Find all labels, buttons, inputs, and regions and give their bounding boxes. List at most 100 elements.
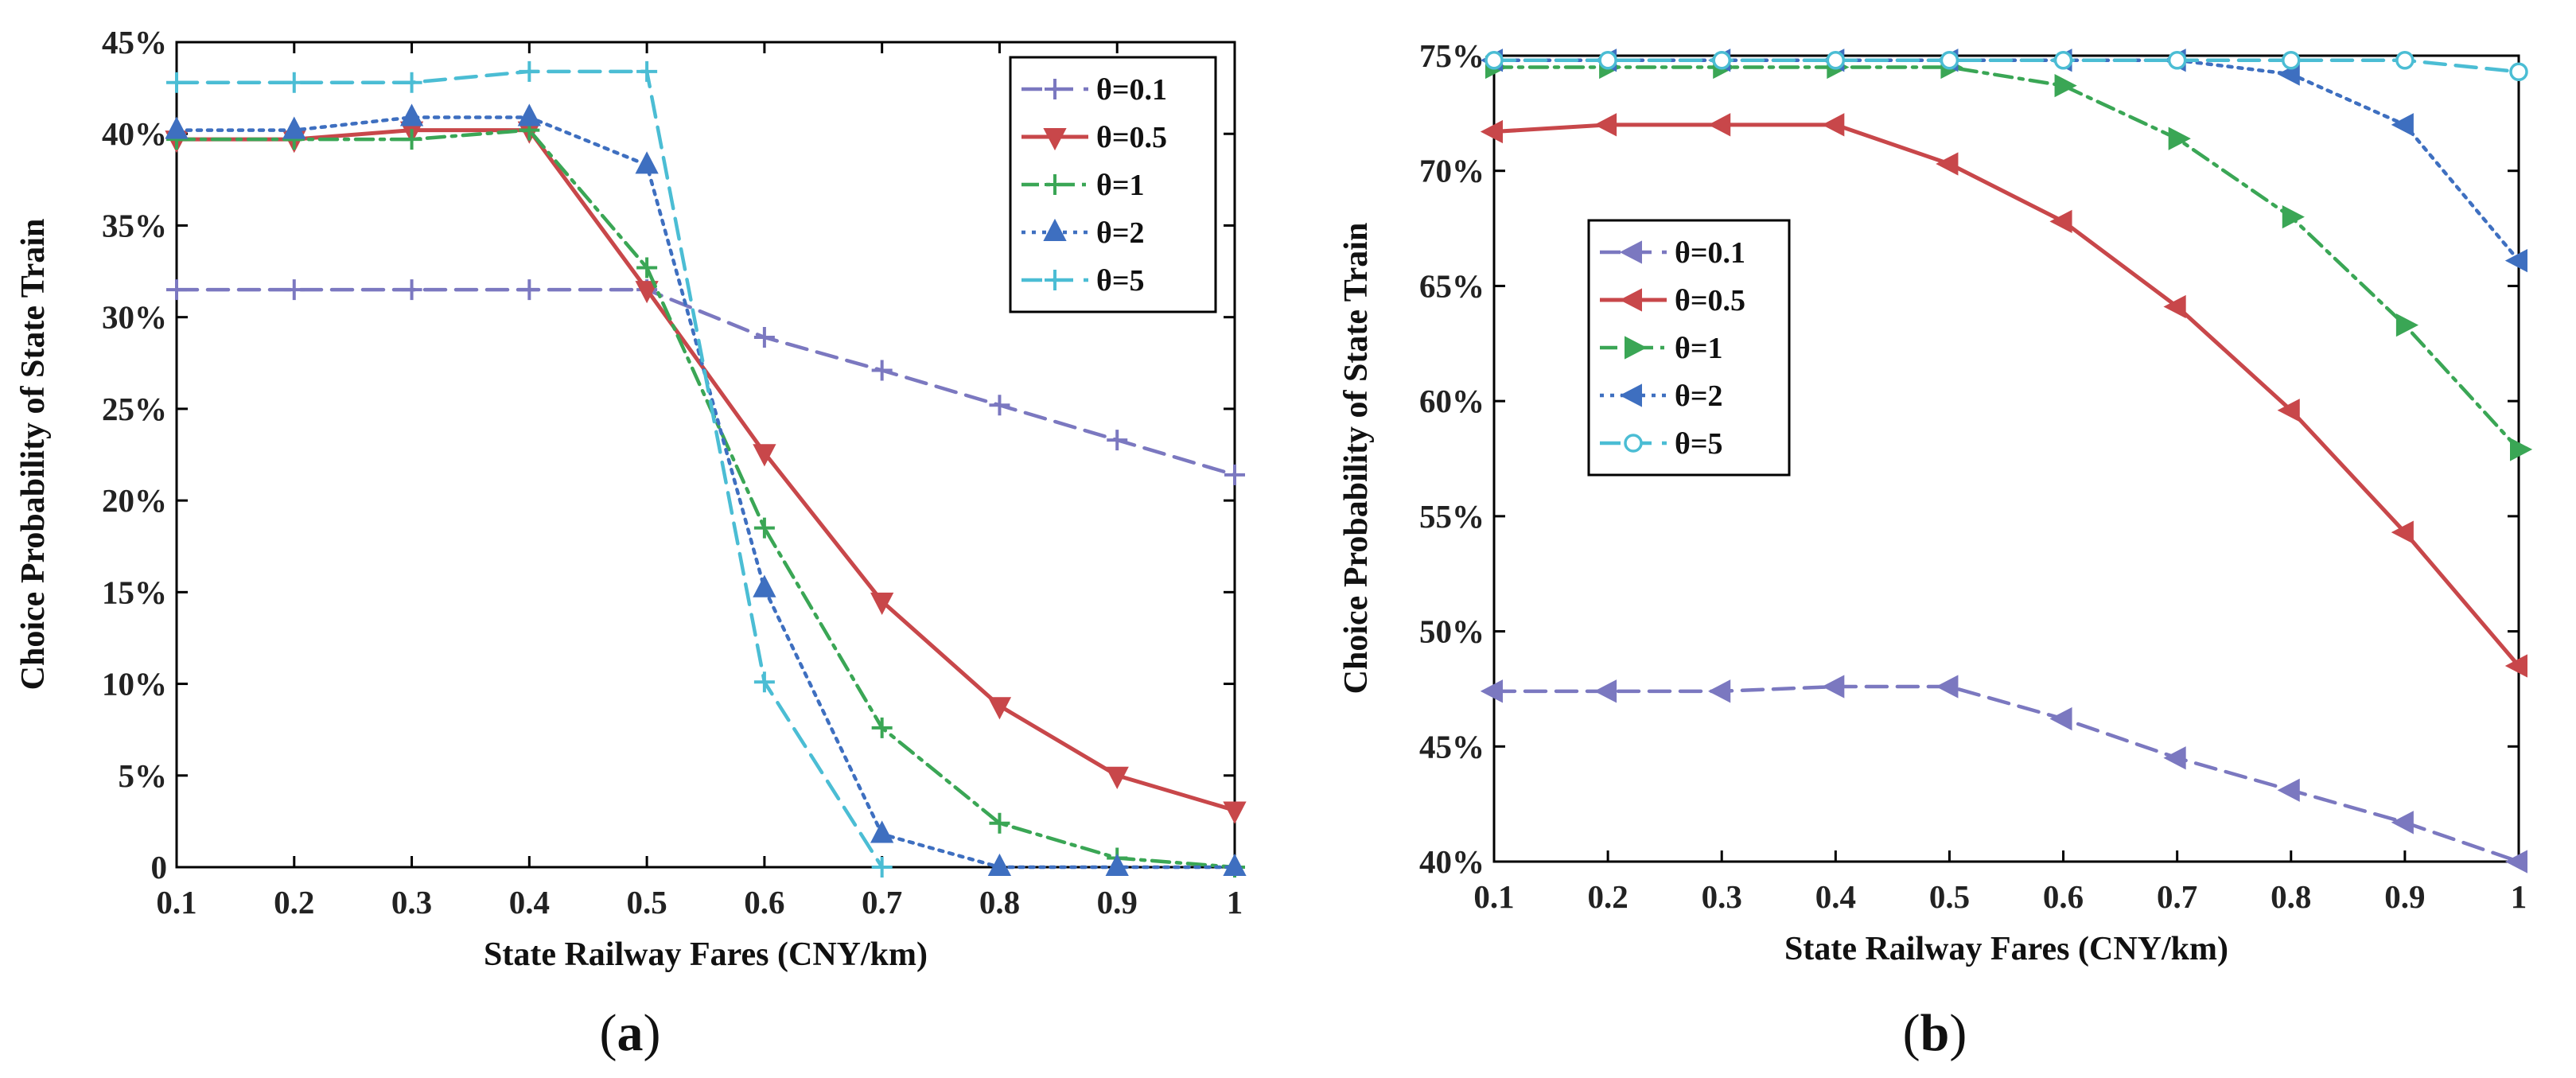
data-point — [2510, 438, 2533, 461]
legend-marker — [1045, 174, 1065, 195]
legend-entry: θ=0.5 — [1096, 121, 1167, 154]
data-point — [2504, 850, 2527, 874]
legend-marker — [1043, 218, 1067, 241]
y-tick-label: 25% — [102, 391, 167, 427]
y-axis-label: Choice Probability of State Train — [15, 219, 52, 691]
legend-entry: θ=5 — [1096, 264, 1145, 298]
x-tick-label: 0.7 — [862, 884, 902, 920]
legend: θ=0.1 θ=0.5 θ=1 θ=2 θ=5 — [1587, 219, 1791, 477]
data-point — [753, 574, 776, 597]
data-point — [2391, 520, 2414, 544]
data-point — [2049, 706, 2072, 731]
series-θ=0.1 — [1480, 675, 2527, 874]
legend-marker — [1619, 383, 1642, 407]
data-point — [1593, 679, 1617, 703]
data-point — [1223, 801, 1247, 824]
data-point — [753, 327, 775, 348]
x-tick-label: 0.6 — [2043, 878, 2084, 915]
data-point — [753, 517, 775, 539]
panel-label-letter: b — [1920, 1004, 1950, 1062]
series-θ=1 — [1485, 55, 2533, 461]
x-tick-label: 0.9 — [1097, 884, 1138, 920]
data-point — [2395, 51, 2415, 70]
data-point — [1480, 679, 1503, 703]
legend-entry: θ=0.5 — [1675, 284, 1745, 317]
data-point — [2049, 209, 2072, 234]
data-point — [1940, 51, 1959, 70]
y-tick-label: 45% — [102, 24, 167, 60]
y-tick-label: 5% — [119, 757, 168, 794]
data-point — [987, 853, 1012, 876]
legend-entry: θ=2 — [1096, 216, 1145, 250]
series-line — [174, 115, 1237, 870]
legend-entry: θ=2 — [1675, 379, 1723, 413]
data-point — [870, 820, 894, 843]
data-point — [1712, 51, 1731, 70]
x-tick-label: 0.7 — [2157, 878, 2197, 915]
y-tick-label: 0 — [151, 849, 168, 885]
y-tick-label: 55% — [1419, 498, 1485, 535]
x-tick-label: 0.4 — [509, 884, 550, 920]
y-tick-label: 20% — [102, 482, 167, 519]
data-point — [753, 671, 775, 693]
data-point — [753, 444, 776, 467]
y-tick-label: 35% — [102, 207, 167, 243]
data-point — [1223, 853, 1247, 876]
x-tick-label: 0.8 — [2271, 878, 2311, 915]
data-point — [519, 279, 540, 301]
data-point — [2167, 51, 2187, 70]
legend: θ=0.1 θ=0.5 θ=1 θ=2 θ=5 — [1009, 56, 1217, 313]
data-point — [989, 812, 1010, 834]
data-point — [166, 72, 187, 93]
data-point — [2053, 51, 2073, 70]
panel-label-close: ) — [1949, 1004, 1967, 1062]
x-tick-label: 0.3 — [391, 884, 432, 920]
x-tick-label: 0.2 — [1587, 878, 1628, 915]
data-point — [2391, 113, 2414, 137]
legend-marker — [1043, 128, 1067, 151]
data-point — [401, 279, 422, 301]
data-point — [1822, 113, 1845, 137]
data-point — [871, 717, 893, 738]
data-point — [1598, 51, 1617, 70]
panel-label-open: ( — [1903, 1004, 1920, 1062]
x-tick-label: 0.5 — [1929, 878, 1970, 915]
legend-entry: θ=0.1 — [1096, 73, 1167, 107]
series-line — [174, 128, 1237, 870]
panel-label-close: ) — [644, 1004, 661, 1062]
data-point — [166, 279, 187, 301]
x-tick-label: 0.6 — [744, 884, 784, 920]
data-point — [1224, 464, 1245, 485]
panel-label-letter: a — [617, 1004, 644, 1062]
data-point — [1708, 113, 1731, 137]
x-tick-label: 0.1 — [1473, 878, 1514, 915]
series-line — [1492, 684, 2521, 864]
data-point — [636, 257, 658, 278]
plot-frame — [1492, 54, 2520, 863]
panel-label: (b) — [1903, 1004, 1967, 1062]
data-point — [2282, 51, 2301, 70]
data-point — [283, 279, 305, 301]
legend-entry: θ=0.1 — [1675, 236, 1745, 270]
data-point — [1107, 430, 1128, 451]
series-line — [1492, 65, 2521, 452]
x-tick-label: 1 — [2511, 878, 2527, 915]
legend-marker — [1045, 79, 1065, 99]
y-tick-label: 40% — [1419, 843, 1485, 880]
data-point — [871, 360, 893, 381]
y-tick-label: 30% — [102, 299, 167, 336]
x-tick-label: 0.8 — [979, 884, 1020, 920]
data-point — [401, 72, 422, 93]
chart-panel-b: 40% 45% 50% 55% 60% 65% 70% 75% 0.1 0.2 0.3 0.4 0.5 0… — [1338, 37, 2533, 1062]
data-point — [1822, 675, 1845, 699]
data-point — [1826, 51, 1846, 70]
x-tick-label: 1 — [1227, 884, 1243, 920]
data-point — [1105, 766, 1129, 789]
x-tick-label: 0.3 — [1702, 878, 1742, 915]
data-point — [2163, 746, 2186, 770]
x-tick-label: 0.9 — [2384, 878, 2425, 915]
x-axis-label: State Railway Fares (CNY/km) — [484, 936, 928, 973]
data-point — [2282, 204, 2305, 229]
data-point — [165, 116, 189, 139]
